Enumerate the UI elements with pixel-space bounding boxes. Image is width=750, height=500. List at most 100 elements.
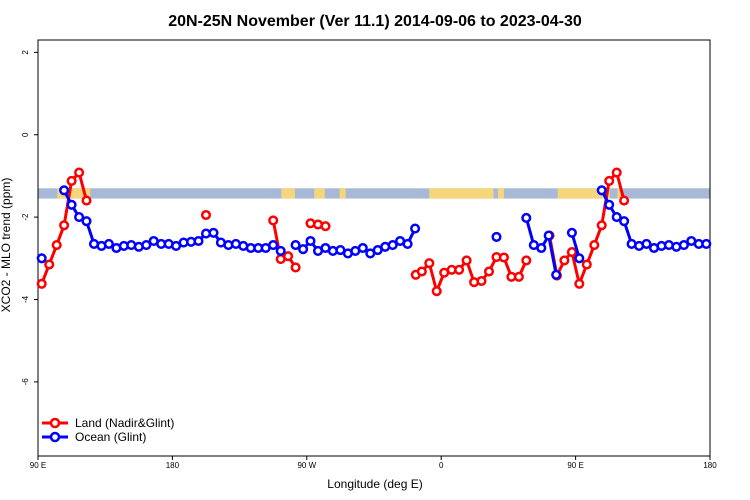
data-point (141, 240, 152, 251)
data-point (66, 199, 77, 210)
data-point (103, 238, 114, 249)
data-point (566, 247, 577, 258)
data-point (543, 230, 554, 241)
legend-ocean-label: Ocean (Glint) (75, 430, 146, 444)
y-axis-label: XCO2 - MLO trend (ppm) (0, 178, 13, 313)
data-point (498, 252, 509, 263)
series-land (36, 167, 630, 297)
data-point (521, 212, 532, 223)
data-point (491, 231, 502, 242)
data-point (566, 227, 577, 238)
data-point (66, 175, 77, 186)
data-point (483, 266, 495, 277)
data-point (581, 259, 592, 270)
data-point (604, 175, 615, 186)
data-point (416, 266, 427, 277)
data-point (193, 235, 204, 247)
data-point (559, 255, 570, 266)
data-point (81, 195, 92, 206)
data-point (59, 220, 70, 231)
data-point (536, 242, 547, 254)
y-tick-label: 0 (21, 132, 30, 137)
data-point (611, 212, 622, 223)
legend: Land (Nadir&Glint) Ocean (Glint) (42, 416, 174, 444)
data-point (81, 216, 92, 227)
data-point (513, 271, 524, 282)
x-tick-label: 0 (439, 461, 444, 470)
data-point (678, 240, 689, 251)
data-point (268, 240, 279, 251)
data-point (574, 253, 585, 264)
land-area (57, 188, 91, 199)
y-axis-ticks: 2 0 -2 -4 -6 (21, 50, 38, 386)
data-point (44, 259, 55, 270)
x-tick-label: 90 W (297, 461, 316, 470)
series-line (415, 255, 528, 293)
data-point (611, 167, 622, 178)
x-axis-ticks: 90 E 180 90 W 0 90 E 180 (30, 456, 717, 470)
data-point (410, 223, 421, 234)
land-area (429, 188, 494, 199)
plot-frame (37, 39, 711, 457)
y-tick-label: 2 (21, 50, 30, 55)
land-area (617, 188, 621, 199)
data-point (320, 221, 331, 232)
data-point (551, 269, 562, 280)
data-point (424, 258, 435, 269)
data-point (604, 199, 615, 210)
land-area (281, 188, 295, 199)
data-point (521, 255, 532, 266)
x-tick-label: 180 (166, 461, 180, 470)
land-area (339, 188, 346, 199)
data-point (268, 215, 279, 226)
data-point (36, 253, 47, 264)
data-point (59, 185, 70, 196)
series-layer (36, 167, 712, 297)
data-point (454, 264, 465, 275)
data-point (74, 167, 85, 178)
data-point (619, 216, 630, 227)
x-axis-label: Longitude (deg E) (327, 477, 422, 491)
data-point (74, 212, 85, 223)
data-point (589, 240, 600, 251)
data-point (619, 195, 630, 206)
y-tick-label: -4 (21, 295, 30, 303)
data-point (596, 185, 607, 196)
land-area (497, 188, 504, 199)
data-point (574, 278, 585, 289)
data-point (275, 245, 286, 256)
data-point (431, 286, 442, 297)
map-strip (38, 188, 710, 199)
data-point (290, 240, 301, 251)
data-point (290, 262, 301, 273)
data-point (305, 235, 316, 247)
data-point (283, 251, 294, 262)
x-tick-label: 90 E (567, 461, 583, 470)
ocean-band (38, 188, 710, 199)
legend-land-label: Land (Nadir&Glint) (75, 416, 174, 430)
land-area (314, 188, 325, 199)
data-point (208, 227, 219, 238)
y-tick-label: -6 (21, 378, 30, 386)
data-point (701, 238, 712, 249)
x-tick-label: 90 E (30, 461, 46, 470)
data-point (51, 240, 62, 251)
data-point (476, 275, 487, 287)
data-point (36, 278, 47, 289)
data-point (402, 238, 413, 249)
data-point (200, 209, 212, 221)
data-point (641, 238, 652, 249)
data-point (357, 242, 368, 254)
chart-title: 20N-25N November (Ver 11.1) 2014-09-06 t… (168, 13, 582, 30)
data-point (298, 244, 309, 255)
land-area (557, 188, 610, 199)
series-ocean (36, 185, 712, 280)
data-point (461, 255, 472, 266)
x-tick-label: 180 (703, 461, 717, 470)
legend-ocean-marker (49, 431, 61, 443)
data-point (387, 240, 398, 251)
legend-land-marker (49, 417, 61, 429)
data-point (596, 220, 607, 231)
y-tick-label: -2 (21, 213, 30, 221)
